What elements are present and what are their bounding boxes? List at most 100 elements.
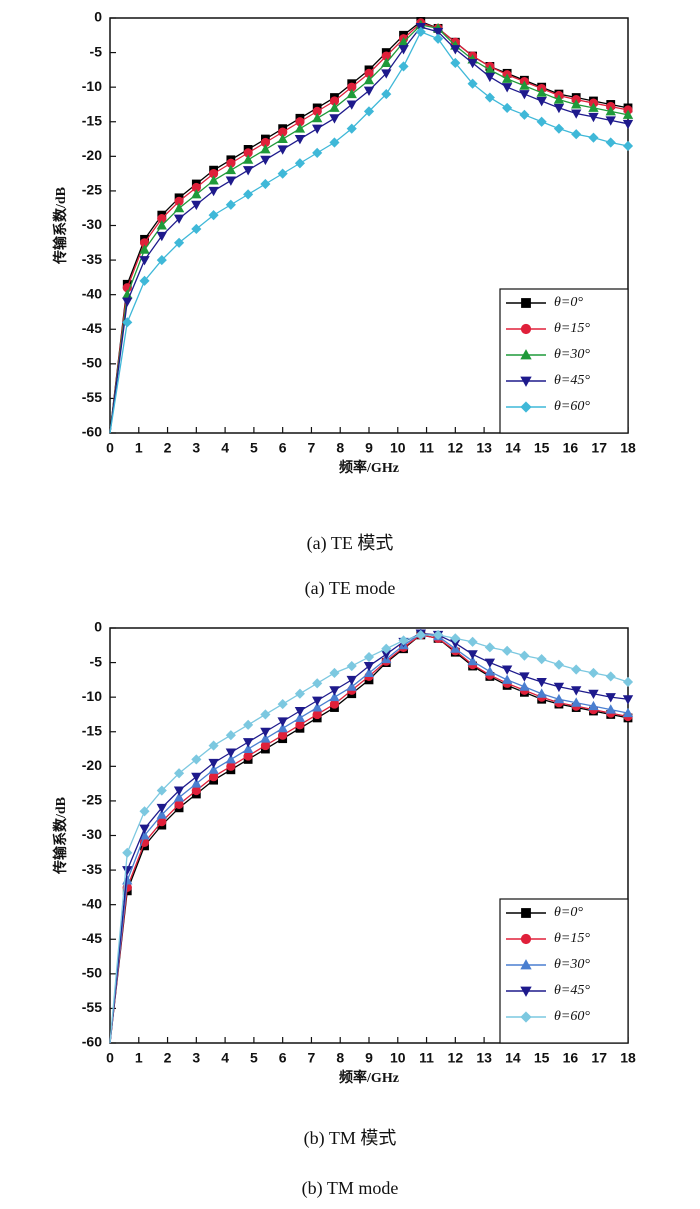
marker (208, 186, 219, 197)
marker (139, 244, 150, 254)
marker (501, 665, 513, 675)
marker (588, 102, 599, 112)
marker (346, 675, 357, 686)
legend-box (499, 898, 629, 1044)
marker (484, 642, 495, 653)
legend-marker (520, 401, 532, 413)
marker (381, 69, 392, 79)
caption: (b) TM 模式 (304, 1128, 397, 1149)
y-tick-label: -55 (82, 389, 102, 405)
marker (191, 778, 202, 788)
marker (156, 220, 167, 230)
marker (588, 700, 599, 711)
x-tick-label: 9 (365, 440, 373, 456)
y-tick-label: 0 (94, 9, 102, 25)
legend-marker (520, 323, 532, 335)
marker (312, 147, 323, 158)
marker (381, 643, 392, 654)
marker (312, 702, 323, 712)
y-tick-label: -55 (82, 999, 102, 1015)
marker (571, 664, 582, 675)
marker (156, 803, 167, 814)
marker (363, 667, 375, 677)
marker (605, 671, 616, 682)
x-tick-label: 10 (390, 1050, 406, 1066)
marker (571, 686, 582, 696)
marker (588, 132, 599, 143)
y-tick-label: -30 (82, 826, 102, 842)
marker (208, 758, 219, 769)
y-tick-label: -60 (82, 1034, 102, 1050)
marker (484, 92, 495, 103)
marker (329, 137, 340, 148)
marker (501, 83, 513, 93)
marker (139, 806, 150, 817)
legend-marker (520, 933, 532, 945)
marker (122, 847, 133, 858)
marker (519, 650, 530, 661)
marker (622, 140, 634, 152)
x-tick-label: 3 (192, 440, 200, 456)
caption: (a) TE 模式 (307, 533, 394, 554)
legend-marker (520, 376, 532, 387)
marker (450, 57, 461, 69)
marker (329, 691, 340, 702)
x-tick-label: 5 (250, 1050, 258, 1066)
marker (433, 33, 444, 44)
marker (346, 660, 357, 672)
y-axis-label: 传输系数/dB (52, 797, 69, 875)
legend-marker (520, 349, 532, 360)
marker (467, 650, 478, 660)
marker (588, 667, 599, 679)
marker (415, 26, 426, 37)
marker (467, 58, 478, 69)
marker (173, 202, 185, 213)
legend-box (499, 288, 629, 434)
legend-marker (521, 298, 531, 308)
marker (398, 635, 409, 646)
marker (225, 754, 237, 764)
marker (208, 175, 219, 185)
y-tick-label: -15 (82, 722, 102, 738)
marker (519, 672, 530, 682)
marker (501, 73, 513, 83)
marker (260, 709, 271, 720)
caption-en: (b) TM mode (302, 1178, 399, 1199)
y-tick-label: -5 (90, 653, 103, 669)
marker (622, 109, 634, 119)
marker (502, 645, 513, 656)
marker (242, 154, 254, 164)
y-tick-label: 0 (94, 619, 102, 635)
y-axis-label: 传输系数/dB (52, 187, 69, 265)
legend-label: θ=45° (554, 373, 590, 388)
x-tick-label: 10 (390, 440, 406, 456)
marker (502, 102, 513, 113)
legend-label: θ=60° (554, 1009, 590, 1024)
marker (467, 78, 478, 89)
x-axis-label: 频率/GHz (339, 1069, 399, 1086)
chart: 0 1 2 3 4 5 6 7 8 9 10 11 12 13 14 15 16 17 180-5-10-15-20… (52, 9, 636, 477)
x-tick-label: 15 (534, 1050, 550, 1066)
marker (312, 678, 323, 689)
x-tick-label: 16 (563, 440, 579, 456)
y-tick-label: -35 (82, 861, 102, 877)
x-tick-label: 18 (620, 1050, 636, 1066)
marker (329, 102, 340, 112)
x-tick-label: 9 (365, 1050, 373, 1066)
marker (156, 255, 167, 266)
x-tick-label: 6 (279, 1050, 287, 1066)
marker (398, 61, 409, 72)
marker (225, 730, 236, 741)
marker (225, 199, 236, 210)
marker (329, 686, 340, 696)
legend-marker (520, 986, 532, 997)
marker (260, 178, 271, 190)
marker (571, 697, 582, 707)
marker (243, 189, 254, 200)
marker (484, 658, 496, 668)
marker (225, 164, 237, 175)
y-tick-label: -50 (82, 355, 102, 371)
marker (363, 651, 375, 663)
marker (571, 109, 582, 119)
marker (622, 695, 634, 705)
